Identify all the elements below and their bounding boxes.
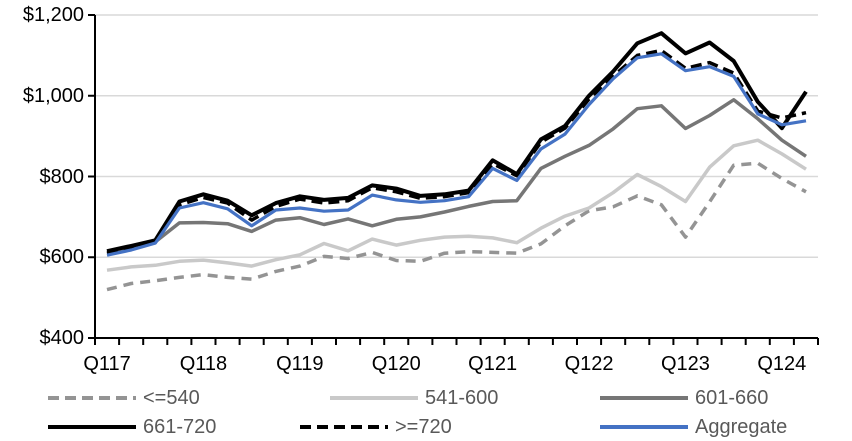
- series-line-0: [106, 161, 807, 292]
- y-axis-label: $600: [39, 246, 85, 269]
- legend-label: 541-600: [425, 387, 499, 409]
- y-axis-label: $400: [39, 327, 85, 349]
- legend-swatch-solid-line: [48, 425, 136, 429]
- y-axis-label: $800: [39, 165, 85, 188]
- legend-item-601-660: 601-660: [600, 387, 768, 409]
- legend-item-661-720: 661-720: [48, 416, 216, 438]
- legend-label: <=540: [143, 387, 200, 409]
- legend-label: 661-720: [143, 416, 217, 438]
- x-axis-label: Q122: [564, 353, 614, 375]
- series-line-3: [106, 31, 808, 254]
- legend-item--720: >=720: [300, 416, 452, 438]
- legend-label: 601-660: [695, 387, 769, 409]
- x-axis-label: Q119: [276, 353, 324, 375]
- x-axis-label: Q121: [468, 353, 518, 375]
- legend-swatch-solid-line: [330, 396, 418, 400]
- y-axis-label: $1,000: [22, 84, 84, 107]
- series-line-1: [106, 138, 807, 272]
- legend-swatch-solid-line: [600, 396, 688, 400]
- legend-swatch-dashed-line: [300, 425, 388, 429]
- legend-label: >=720: [395, 416, 452, 438]
- legend-item--540: <=540: [48, 387, 200, 409]
- legend-label: Aggregate: [695, 416, 788, 438]
- x-axis-label: Q117: [83, 353, 131, 375]
- series-line-5: [106, 52, 807, 257]
- series-line-2: [106, 98, 807, 255]
- series-line-4: [106, 48, 807, 255]
- legend-swatch-dashed-line: [48, 396, 136, 400]
- x-axis-label: Q118: [179, 353, 228, 375]
- x-axis-label: Q120: [371, 353, 421, 375]
- legend-item-541-600: 541-600: [330, 387, 498, 409]
- x-axis-label: Q124: [757, 353, 807, 375]
- x-axis-label: Q123: [660, 353, 710, 375]
- legend-swatch-solid-line: [600, 425, 688, 429]
- y-axis-label: $1,200: [22, 4, 84, 26]
- legend-item-aggregate: Aggregate: [600, 416, 787, 438]
